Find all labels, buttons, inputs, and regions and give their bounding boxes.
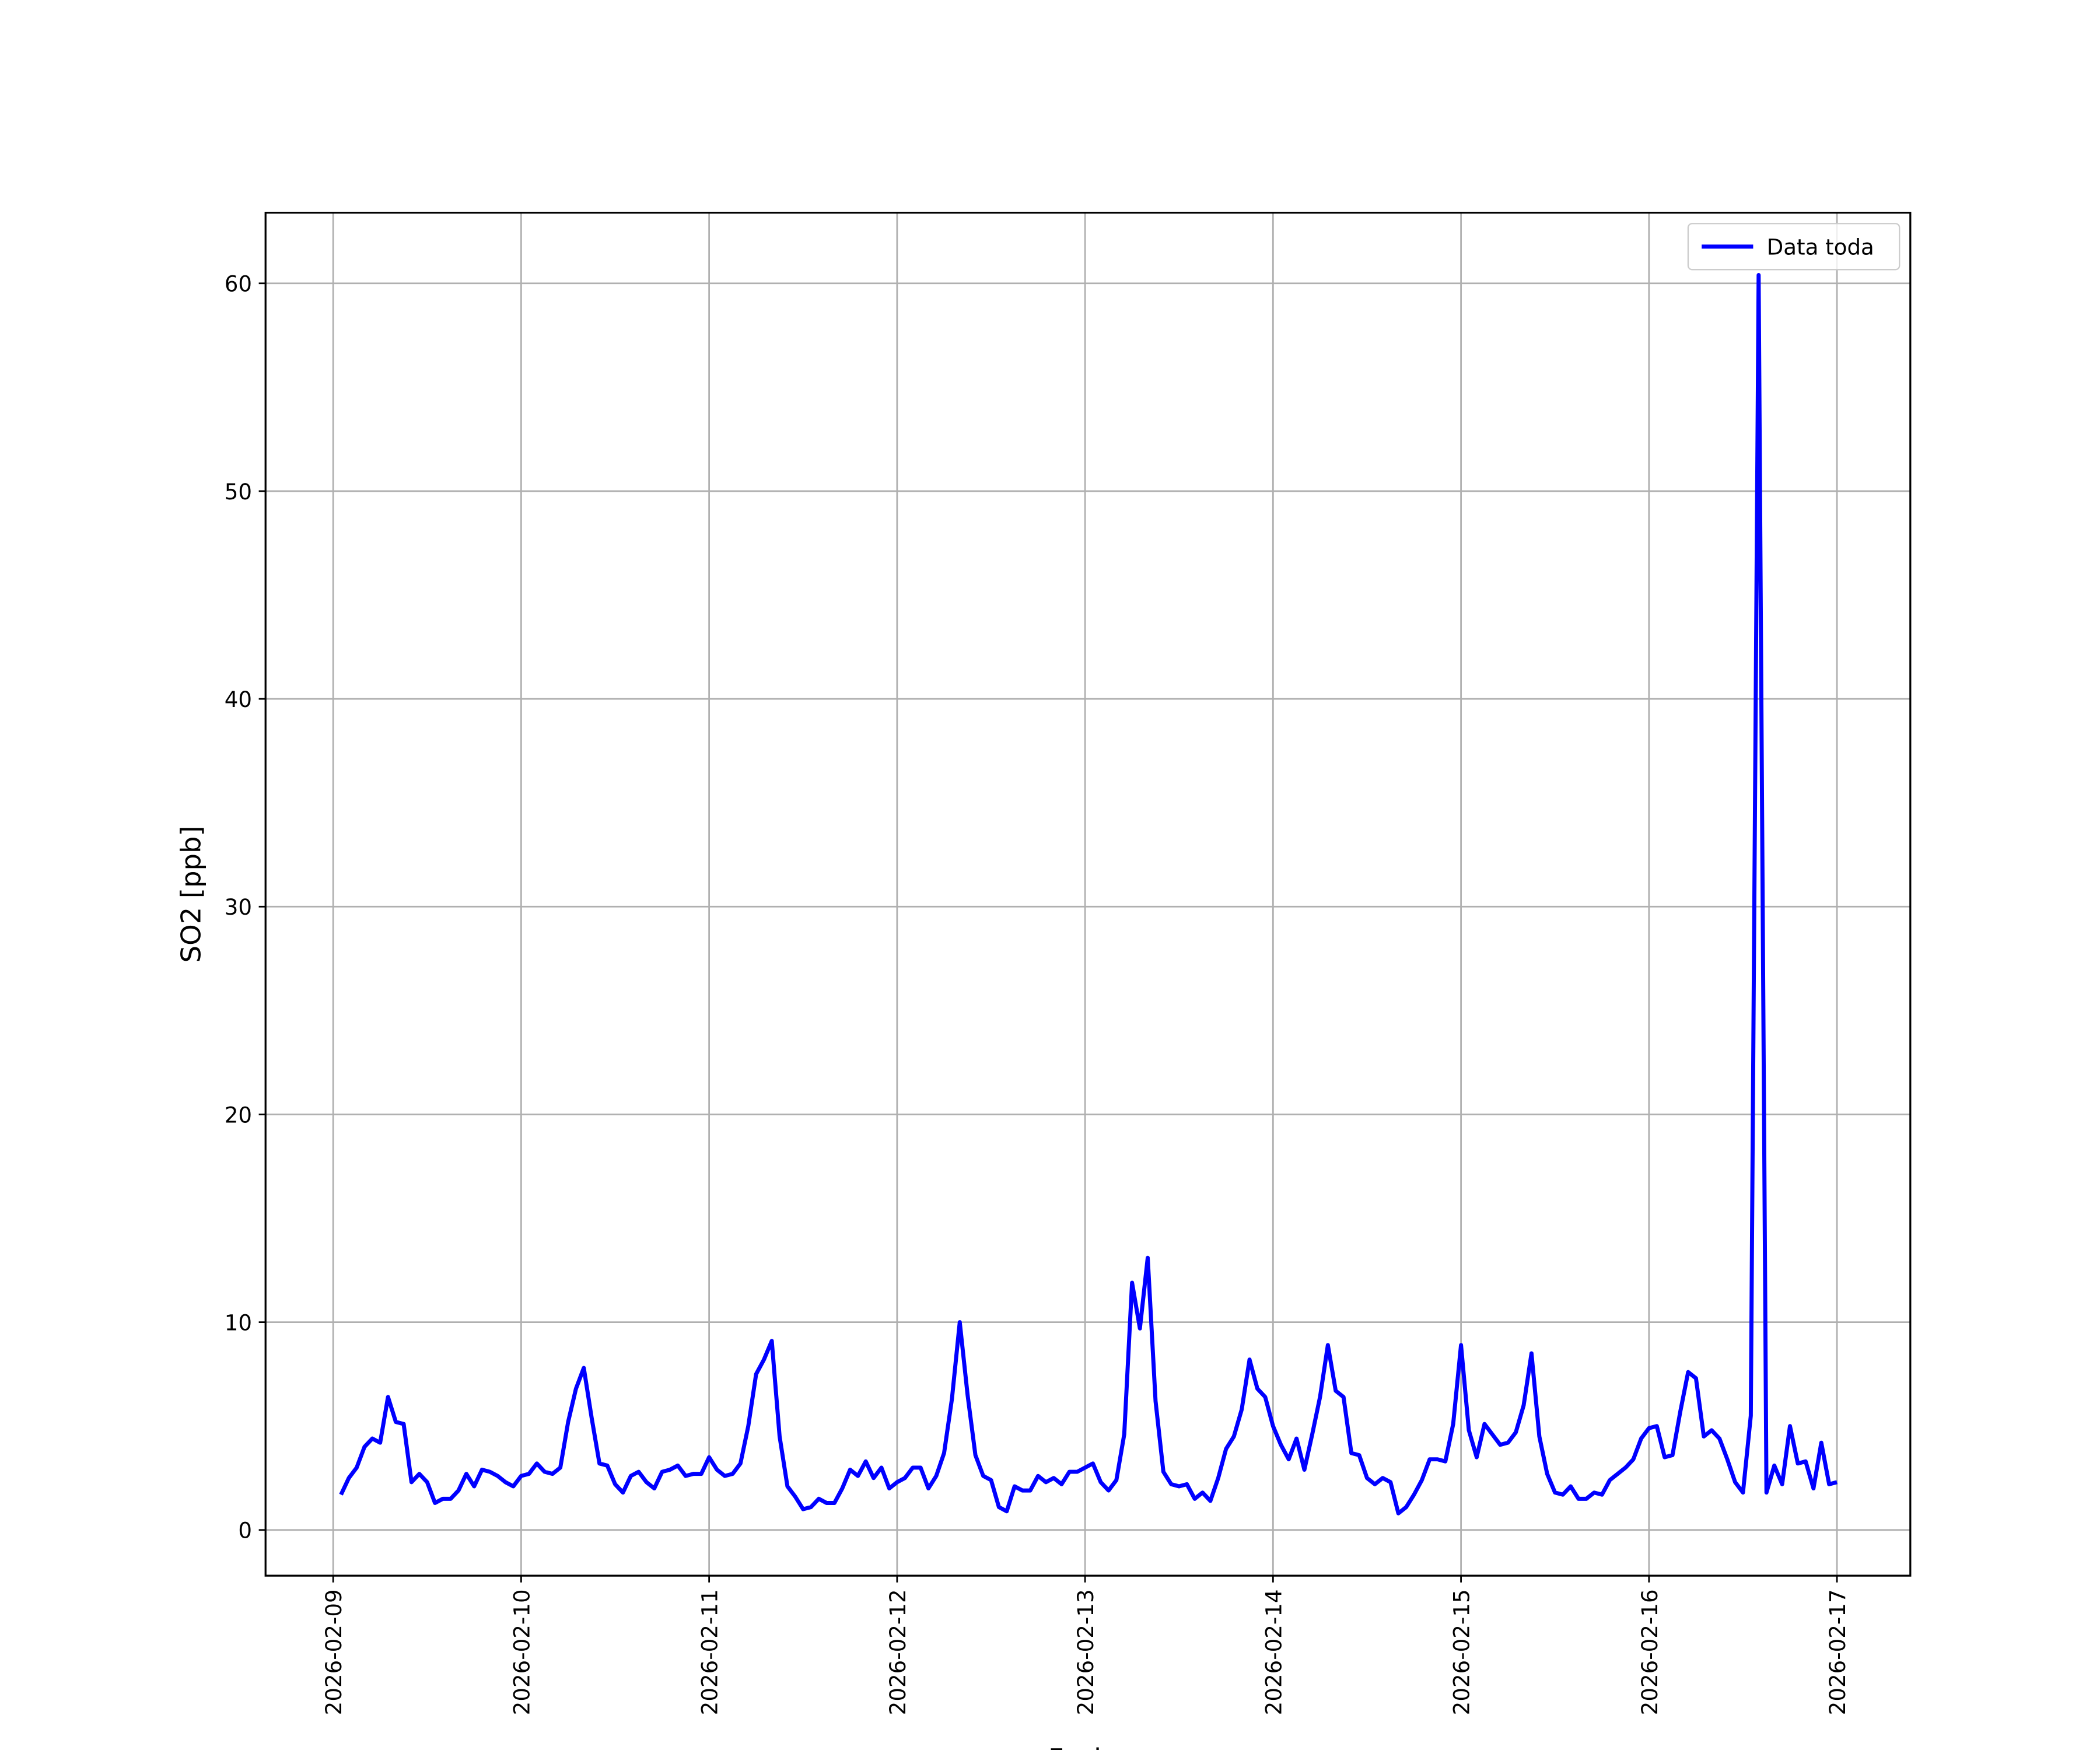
x-tick-label: 2026-02-17 <box>1825 1589 1850 1715</box>
y-tick-label: 40 <box>225 687 252 712</box>
x-tick-label: 2026-02-14 <box>1261 1589 1286 1715</box>
x-tick-label: 2026-02-10 <box>509 1589 534 1715</box>
x-tick-label: 2026-02-16 <box>1637 1589 1662 1715</box>
legend-box <box>1687 223 1901 271</box>
y-tick-label: 50 <box>225 480 252 505</box>
x-tick-label: 2026-02-11 <box>698 1589 723 1715</box>
y-tick-label: 20 <box>225 1102 252 1128</box>
y-tick-label: 10 <box>225 1311 252 1336</box>
y-tick-label: 30 <box>225 895 252 920</box>
legend-label: Data toda <box>1767 235 1874 260</box>
x-axis-label: Fecha <box>1048 1743 1128 1750</box>
x-tick-label: 2026-02-12 <box>886 1589 911 1715</box>
plot-frame <box>264 212 1912 1577</box>
y-tick-label: 0 <box>238 1518 252 1544</box>
legend: Data toda <box>1687 223 1901 271</box>
x-tick-label: 2026-02-09 <box>321 1589 346 1715</box>
y-axis-label: SO2 [ppb] <box>176 825 207 963</box>
data-line <box>339 273 1838 1516</box>
x-tick-label: 2026-02-15 <box>1450 1589 1475 1715</box>
y-tick-label: 60 <box>225 272 252 297</box>
x-tick-label: 2026-02-13 <box>1073 1589 1098 1715</box>
